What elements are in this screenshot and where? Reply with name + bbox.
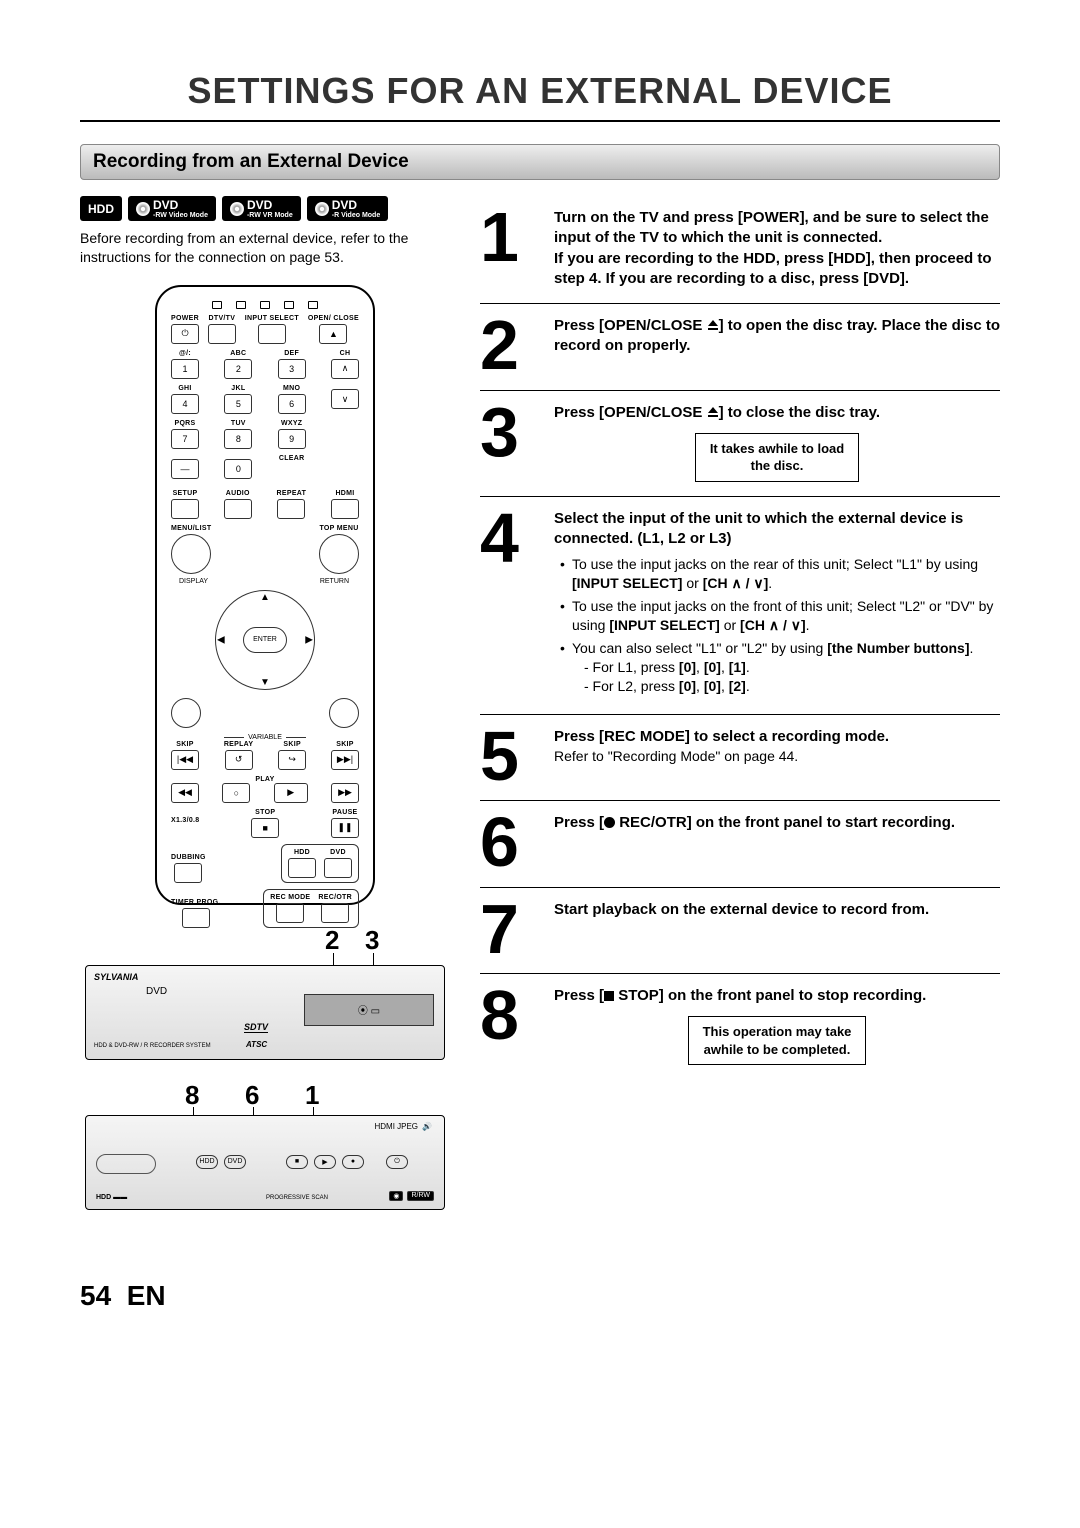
dpad: DISPLAY RETURN ▲▼ ◀▶ ENTER	[205, 580, 325, 700]
badge-row: HDD DVD-RW Video Mode DVD-RW VR Mode DVD…	[80, 196, 450, 221]
step-body: Press [OPEN/CLOSE ] to close the disc tr…	[554, 403, 1000, 482]
step-7: 7Start playback on the external device t…	[480, 888, 1000, 975]
page-number: 54	[80, 1280, 111, 1311]
steps-column: 1Turn on the TV and press [POWER], and b…	[480, 196, 1000, 1230]
step-6: 6Press [ REC/OTR] on the front panel to …	[480, 801, 1000, 888]
step-body: Press [OPEN/CLOSE ] to open the disc tra…	[554, 316, 1000, 376]
badge-dvd-rw-vr: DVD-RW VR Mode	[222, 196, 301, 221]
step-body: Select the input of the unit to which th…	[554, 509, 1000, 700]
page-lang: EN	[127, 1280, 166, 1311]
page-title: SETTINGS FOR AN EXTERNAL DEVICE	[80, 70, 1000, 112]
step-number: 4	[480, 509, 540, 700]
eject-icon	[707, 407, 719, 417]
device-top-panel: SYLVANIA ⦿ ▭ HDD & DVD-RW / R RECORDER S…	[85, 965, 445, 1060]
stop-icon	[604, 991, 614, 1001]
step-body: Press [ REC/OTR] on the front panel to s…	[554, 813, 1000, 873]
step-5: 5Press [REC MODE] to select a recording …	[480, 715, 1000, 802]
badge-hdd: HDD	[80, 196, 122, 221]
page-footer: 54 EN	[80, 1280, 1000, 1312]
step-body: Start playback on the external device to…	[554, 900, 1000, 960]
step-number: 3	[480, 403, 540, 482]
device-bottom-panel: HDMI JPEG 🔊 HDD DVD ■▶● ⏻ HDD ▬▬ ◉ R/RW …	[85, 1115, 445, 1210]
remote-control: POWER⏻ DTV/TV INPUT SELECT OPEN/ CLOSE▲ …	[155, 285, 375, 905]
step-number: 7	[480, 900, 540, 960]
step-4: 4Select the input of the unit to which t…	[480, 497, 1000, 715]
badge-dvd-r: DVD-R Video Mode	[307, 196, 388, 221]
step-1: 1Turn on the TV and press [POWER], and b…	[480, 196, 1000, 304]
step-body: Press [ STOP] on the front panel to stop…	[554, 986, 1000, 1065]
note-box: This operation may takeawhile to be comp…	[688, 1016, 867, 1065]
section-header: Recording from an External Device	[80, 144, 1000, 180]
step-body: Turn on the TV and press [POWER], and be…	[554, 208, 1000, 289]
note-box: It takes awhile to loadthe disc.	[695, 433, 859, 482]
step-number: 1	[480, 208, 540, 289]
intro-text: Before recording from an external device…	[80, 229, 450, 267]
step-3: 3Press [OPEN/CLOSE ] to close the disc t…	[480, 391, 1000, 497]
step-number: 5	[480, 727, 540, 787]
callout-2: 2	[325, 925, 339, 956]
content-columns: HDD DVD-RW Video Mode DVD-RW VR Mode DVD…	[80, 196, 1000, 1230]
title-rule	[80, 120, 1000, 122]
step-body: Press [REC MODE] to select a recording m…	[554, 727, 1000, 787]
badge-dvd-rw-video: DVD-RW Video Mode	[128, 196, 216, 221]
step-number: 8	[480, 986, 540, 1065]
step-2: 2Press [OPEN/CLOSE ] to open the disc tr…	[480, 304, 1000, 391]
device-diagrams: 2 3 SYLVANIA ⦿ ▭ HDD & DVD-RW / R RECORD…	[85, 965, 445, 1210]
eject-icon	[707, 320, 719, 330]
step-number: 6	[480, 813, 540, 873]
record-icon	[604, 817, 615, 828]
left-column: HDD DVD-RW Video Mode DVD-RW VR Mode DVD…	[80, 196, 450, 1230]
callout-3: 3	[365, 925, 379, 956]
step-8: 8Press [ STOP] on the front panel to sto…	[480, 974, 1000, 1079]
step-number: 2	[480, 316, 540, 376]
